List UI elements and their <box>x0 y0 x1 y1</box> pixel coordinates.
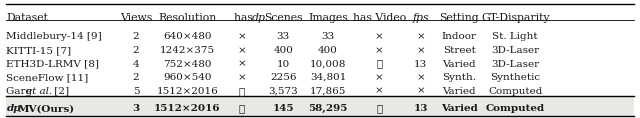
Text: Setting: Setting <box>440 13 479 23</box>
Text: Garg: Garg <box>6 87 36 96</box>
Text: 3,573: 3,573 <box>268 87 298 96</box>
Text: Computed: Computed <box>486 104 545 113</box>
Text: SceneFlow [11]: SceneFlow [11] <box>6 73 89 82</box>
Text: 34,801: 34,801 <box>310 73 346 82</box>
Text: 33: 33 <box>321 32 335 41</box>
Text: 3D-Laser: 3D-Laser <box>491 46 540 55</box>
Text: has Video: has Video <box>353 13 406 23</box>
Text: dp: dp <box>252 13 266 23</box>
Text: ✓: ✓ <box>376 60 382 69</box>
Text: Varied: Varied <box>441 104 477 113</box>
Text: 2: 2 <box>132 46 140 55</box>
Text: Synthetic: Synthetic <box>490 73 540 82</box>
Text: 10: 10 <box>276 60 290 69</box>
Text: ×: × <box>417 73 425 82</box>
Text: 1242×375: 1242×375 <box>159 46 215 55</box>
Text: et al.: et al. <box>26 87 52 96</box>
Text: Scenes: Scenes <box>264 13 303 23</box>
Text: Views: Views <box>120 13 152 23</box>
Text: 2256: 2256 <box>270 73 296 82</box>
Text: Indoor: Indoor <box>442 32 477 41</box>
Text: ×: × <box>375 32 383 41</box>
Text: ETH3D-LRMV [8]: ETH3D-LRMV [8] <box>6 60 99 69</box>
Text: has: has <box>234 13 256 23</box>
Text: KITTI-15 [7]: KITTI-15 [7] <box>6 46 72 55</box>
Text: Computed: Computed <box>488 87 542 96</box>
Text: 13: 13 <box>414 60 428 69</box>
Text: Middlebury-14 [9]: Middlebury-14 [9] <box>6 32 102 41</box>
Text: Images: Images <box>308 13 348 23</box>
Text: GT-Disparity: GT-Disparity <box>481 13 550 23</box>
Text: 640×480: 640×480 <box>163 32 211 41</box>
Text: [2]: [2] <box>51 87 68 96</box>
Text: 1512×2016: 1512×2016 <box>154 104 221 113</box>
Text: 58,295: 58,295 <box>308 104 348 113</box>
Text: 10,008: 10,008 <box>310 60 346 69</box>
Text: Street: Street <box>443 46 476 55</box>
Text: 752×480: 752×480 <box>163 60 211 69</box>
Text: dp: dp <box>6 104 21 113</box>
Text: 17,865: 17,865 <box>310 87 346 96</box>
Text: 3: 3 <box>132 104 140 113</box>
Text: 13: 13 <box>413 104 428 113</box>
Text: 960×540: 960×540 <box>163 73 211 82</box>
Text: Varied: Varied <box>442 87 476 96</box>
Text: 2: 2 <box>132 73 140 82</box>
Text: St. Light: St. Light <box>492 32 538 41</box>
Text: ×: × <box>237 32 246 41</box>
Text: MV(Ours): MV(Ours) <box>17 104 74 113</box>
Text: 5: 5 <box>132 87 140 96</box>
Text: 145: 145 <box>273 104 294 113</box>
Text: ×: × <box>417 32 425 41</box>
Text: ×: × <box>375 87 383 96</box>
Text: ×: × <box>237 46 246 55</box>
Text: ×: × <box>375 73 383 82</box>
Text: ×: × <box>375 46 383 55</box>
FancyBboxPatch shape <box>6 96 634 116</box>
Text: Synth.: Synth. <box>442 73 476 82</box>
Text: 1512×2016: 1512×2016 <box>156 87 218 96</box>
Text: fps: fps <box>413 13 429 23</box>
Text: 33: 33 <box>276 32 290 41</box>
Text: ✓: ✓ <box>239 87 244 96</box>
Text: ×: × <box>237 60 246 69</box>
Text: 3D-Laser: 3D-Laser <box>491 60 540 69</box>
Text: ✓: ✓ <box>239 104 244 113</box>
Text: 400: 400 <box>318 46 338 55</box>
Text: Dataset: Dataset <box>6 13 48 23</box>
Text: Varied: Varied <box>442 60 476 69</box>
Text: ×: × <box>417 46 425 55</box>
Text: Resolution: Resolution <box>158 13 216 23</box>
Text: ✓: ✓ <box>376 104 382 113</box>
Text: 400: 400 <box>273 46 293 55</box>
Text: 2: 2 <box>132 32 140 41</box>
Text: 4: 4 <box>132 60 140 69</box>
Text: ×: × <box>237 73 246 82</box>
Text: ×: × <box>417 87 425 96</box>
